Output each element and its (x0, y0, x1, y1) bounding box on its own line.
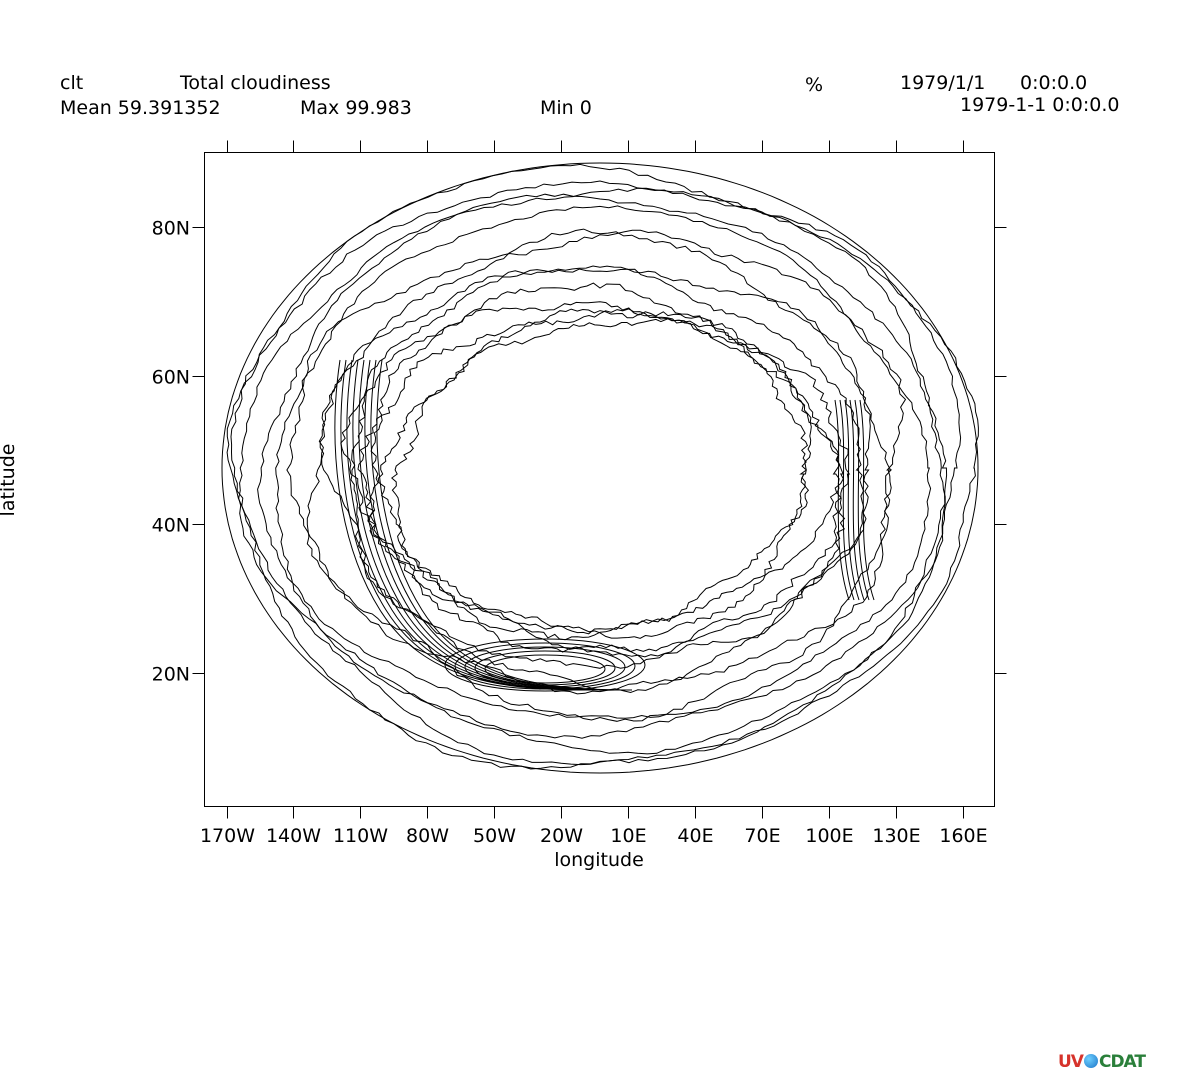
x-tick-label: 130E (872, 825, 920, 847)
variable-long-name: Total cloudiness (180, 72, 331, 94)
contour-line (226, 180, 962, 766)
contour-line (286, 229, 907, 722)
x-tick-label: 10E (610, 825, 646, 847)
contour-line (464, 646, 626, 688)
contour-line (369, 308, 844, 639)
contour-line (352, 359, 609, 691)
x-tick-label: 100E (805, 825, 853, 847)
x-tick-label: 110W (333, 825, 388, 847)
x-tick-label: 80W (406, 825, 449, 847)
contour-lines (221, 162, 979, 774)
uvcdat-logo: UV CDAT (1058, 1052, 1146, 1072)
contour-line (334, 359, 591, 691)
y-tick-label: 60N (152, 367, 190, 389)
contour-line (306, 228, 892, 695)
contour-line (834, 399, 850, 601)
min-label: Min 0 (540, 97, 592, 119)
contour-line (474, 650, 616, 686)
variable-name: clt (60, 72, 84, 94)
contour-line (346, 359, 603, 691)
mean-label: Mean 59.391352 (60, 97, 221, 119)
units-label: % (805, 74, 824, 96)
x-tick-label: 50W (473, 825, 516, 847)
x-tick-label: 20W (540, 825, 583, 847)
datetime-label: 1979-1-1 0:0:0.0 (960, 94, 1120, 116)
x-axis-ticks: 170W 140W 110W 80W 50W 20W 10E 40E 70E 100E 130E 16… (200, 140, 988, 847)
contour-line (357, 301, 846, 653)
contour-line (230, 163, 979, 770)
x-tick-label: 140W (266, 825, 321, 847)
date-label: 1979/1/1 (900, 72, 986, 94)
globe-icon (1083, 1054, 1098, 1068)
contour-line (444, 638, 646, 692)
contour-line (844, 399, 860, 601)
y-axis-label: latitude (0, 444, 19, 517)
logo-text-left: UV (1058, 1052, 1084, 1072)
y-tick-label: 40N (152, 515, 190, 537)
x-tick-label: 160E (939, 825, 987, 847)
contour-line (377, 308, 812, 641)
contour-line (854, 399, 870, 601)
x-axis-label: longitude (554, 849, 644, 871)
max-label: Max 99.983 (300, 97, 412, 119)
contour-line (350, 265, 865, 669)
logo-text-right: CDAT (1098, 1052, 1146, 1072)
contour-line (839, 399, 855, 601)
contour-line (370, 359, 627, 691)
contour-line (454, 642, 636, 690)
contour-line (257, 193, 946, 739)
contour-line (859, 399, 875, 601)
contour-line (319, 268, 871, 694)
y-axis-ticks: 80N 60N 40N 20N (152, 218, 1007, 686)
contour-line (484, 654, 606, 684)
x-tick-label: 70E (744, 825, 780, 847)
y-tick-label: 80N (152, 218, 190, 240)
contour-line (221, 162, 979, 774)
y-tick-label: 20N (152, 664, 190, 686)
contour-line (849, 399, 865, 601)
contour-line (391, 318, 810, 635)
plot-frame (204, 152, 995, 807)
contour-line (275, 205, 932, 719)
x-tick-label: 40E (677, 825, 713, 847)
x-tick-label: 170W (200, 825, 255, 847)
contour-line (340, 282, 851, 658)
time-label: 0:0:0.0 (1020, 72, 1088, 94)
contour-line (238, 187, 948, 755)
